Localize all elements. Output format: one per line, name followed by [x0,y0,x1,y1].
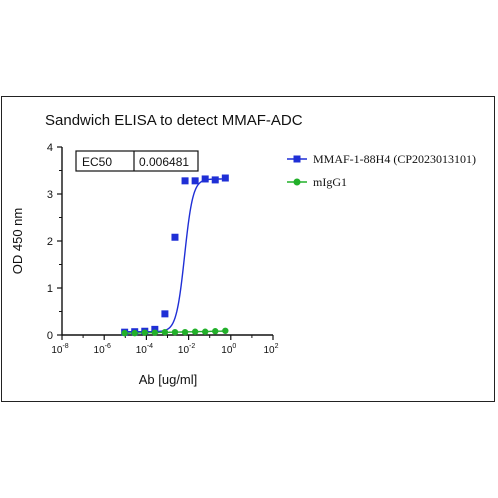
legend-label-migg1: mIgG1 [313,175,347,189]
x-tick-label: 10-8 [51,343,68,356]
y-tick-label: 4 [47,142,53,154]
x-tick-label: 102 [263,343,278,356]
chart-title: Sandwich ELISA to detect MMAF-ADC [45,112,303,129]
data-point-circle [181,328,189,336]
legend-item-mmaf: MMAF-1-88H4 (CP2023013101) [287,152,476,166]
data-point-square [151,325,159,333]
data-markers [121,174,229,337]
data-point-circle [191,328,199,335]
data-point-circle [141,329,148,336]
x-tick-label: 100 [221,343,236,356]
ec50-value: 0.006481 [139,155,189,169]
y-tick-label: 1 [47,283,53,295]
x-axis-label: Ab [ug/ml] [139,372,198,387]
data-point-circle [212,328,219,335]
ec50-table: EC50 0.006481 [75,150,199,172]
data-point-square [191,177,199,185]
chart-frame [1,96,495,402]
fit-curves [124,178,226,334]
data-point-square [211,176,219,184]
ec50-label: EC50 [82,155,112,169]
data-point-circle [121,329,128,337]
x-tick-label: 10-2 [178,343,195,356]
legend-marker-square [293,155,301,163]
data-point-circle [151,329,159,336]
legend-marker-circle [293,178,301,186]
legend-item-migg1: mIgG1 [287,175,347,189]
y-tick-label: 3 [47,189,53,201]
data-point-circle [131,329,138,337]
data-point-circle [161,328,169,336]
y-axis-ticks: 0 1 2 3 4 [47,142,62,342]
legend: MMAF-1-88H4 (CP2023013101) mIgG1 [287,152,476,189]
data-point-square [161,310,169,318]
x-axis-ticks: 10-8 10-6 10-4 10-2 100 102 [51,335,279,356]
y-axis-label: OD 450 nm [10,208,25,274]
data-point-square [221,174,229,182]
data-point-circle [201,328,209,335]
data-point-square [181,177,189,185]
data-point-circle [171,328,179,336]
data-point-square [201,175,209,183]
y-tick-label: 0 [47,330,53,342]
y-tick-label: 2 [47,236,53,248]
legend-label-mmaf: MMAF-1-88H4 (CP2023013101) [313,152,476,166]
x-tick-label: 10-6 [94,343,111,356]
data-point-circle [222,327,229,334]
data-point-square [171,233,179,241]
x-tick-label: 10-4 [136,343,153,356]
fit-curve-series-0 [124,178,226,333]
